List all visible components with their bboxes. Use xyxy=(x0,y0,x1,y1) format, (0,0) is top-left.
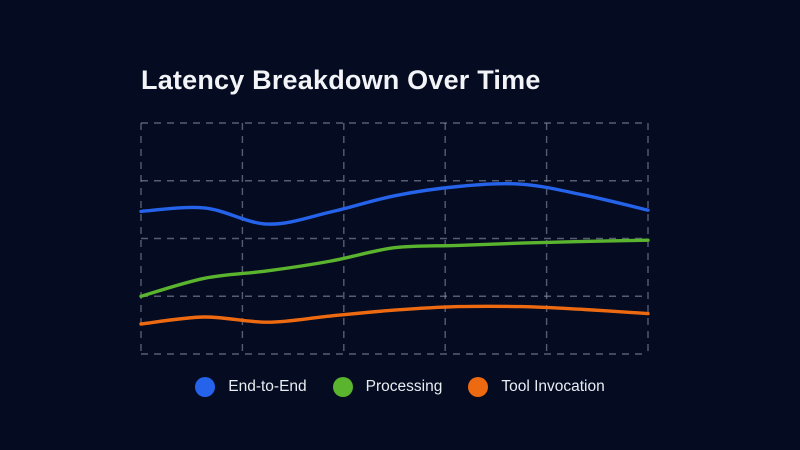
legend-label-processing: Processing xyxy=(365,378,443,395)
series-line-tool-invocation xyxy=(139,304,650,326)
chart-plot-area xyxy=(139,122,650,355)
legend-label-end-to-end: End-to-End xyxy=(228,378,307,395)
tool-invocation-dot-icon xyxy=(468,377,489,397)
chart-title: Latency Breakdown Over Time xyxy=(141,65,541,95)
chart-legend: End-to-End Processing Tool Invocation xyxy=(0,377,800,397)
series-line-end-to-end xyxy=(139,182,650,226)
processing-dot-icon xyxy=(332,377,353,397)
end-to-end-dot-icon xyxy=(195,377,216,397)
latency-chart-svg xyxy=(139,122,650,355)
legend-item-processing: Processing xyxy=(332,377,443,397)
series-line-processing xyxy=(139,238,650,298)
legend-item-end-to-end: End-to-End xyxy=(195,377,307,397)
legend-item-tool-invocation: Tool Invocation xyxy=(468,377,605,397)
legend-label-tool-invocation: Tool Invocation xyxy=(501,378,605,395)
